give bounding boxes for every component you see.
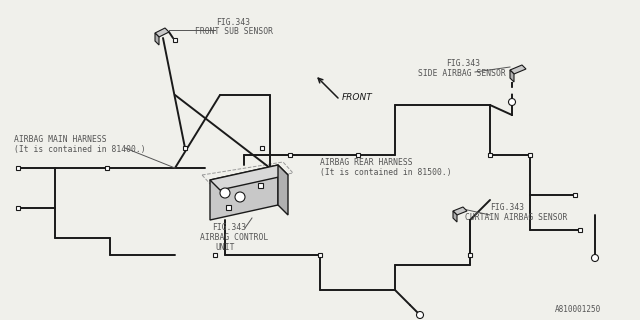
Polygon shape xyxy=(155,33,159,45)
Bar xyxy=(317,253,323,257)
Text: AIRBAG MAIN HARNESS: AIRBAG MAIN HARNESS xyxy=(14,135,107,144)
Text: AIRBAG REAR HARNESS: AIRBAG REAR HARNESS xyxy=(320,158,413,167)
Text: FIG.343: FIG.343 xyxy=(212,223,246,232)
Text: FIG.343: FIG.343 xyxy=(490,203,524,212)
Bar xyxy=(16,166,20,170)
Polygon shape xyxy=(453,207,467,215)
Text: A810001250: A810001250 xyxy=(555,305,601,314)
Polygon shape xyxy=(210,165,288,190)
Bar xyxy=(578,228,582,232)
Circle shape xyxy=(509,99,515,106)
Polygon shape xyxy=(278,165,288,215)
Text: SIDE AIRBAG SENSOR: SIDE AIRBAG SENSOR xyxy=(418,69,506,78)
Bar xyxy=(225,204,230,210)
Bar xyxy=(173,38,177,42)
Bar xyxy=(488,153,492,157)
Text: UNIT: UNIT xyxy=(215,243,234,252)
Polygon shape xyxy=(155,28,169,37)
Circle shape xyxy=(417,311,424,318)
Bar xyxy=(105,166,109,170)
Text: FRONT: FRONT xyxy=(342,93,372,102)
Text: (It is contained in 81500.): (It is contained in 81500.) xyxy=(320,168,452,177)
Bar xyxy=(212,253,217,257)
Bar xyxy=(356,153,360,157)
Text: CURTAIN AIRBAG SENSOR: CURTAIN AIRBAG SENSOR xyxy=(465,213,568,222)
Text: (It is contained in 81400.): (It is contained in 81400.) xyxy=(14,145,146,154)
Circle shape xyxy=(220,188,230,198)
Polygon shape xyxy=(210,165,278,220)
Bar xyxy=(528,153,532,157)
Bar xyxy=(288,153,292,157)
Bar xyxy=(260,146,264,150)
Bar xyxy=(468,253,472,257)
Text: AIRBAG CONTROL: AIRBAG CONTROL xyxy=(200,233,268,242)
Bar xyxy=(183,146,188,150)
Bar xyxy=(16,206,20,210)
Polygon shape xyxy=(510,65,526,74)
Polygon shape xyxy=(510,70,514,82)
Bar xyxy=(573,193,577,197)
Circle shape xyxy=(235,192,245,202)
Text: FIG.343: FIG.343 xyxy=(446,59,480,68)
Circle shape xyxy=(591,254,598,261)
Bar xyxy=(257,182,262,188)
Polygon shape xyxy=(453,211,457,222)
Text: FRONT SUB SENSOR: FRONT SUB SENSOR xyxy=(195,27,273,36)
Text: FIG.343: FIG.343 xyxy=(216,18,250,27)
